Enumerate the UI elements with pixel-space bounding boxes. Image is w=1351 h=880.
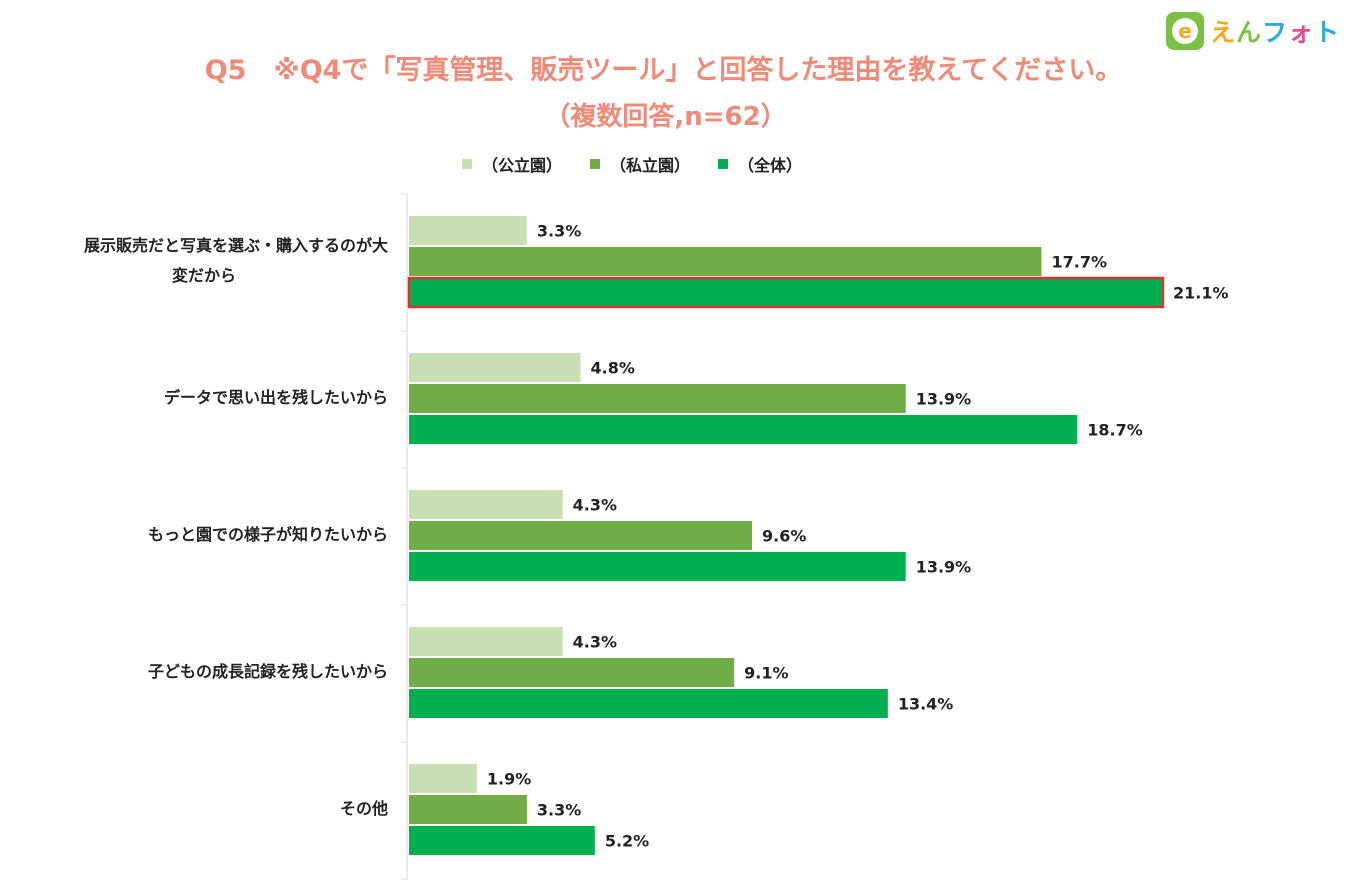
data-label: 17.7% — [1052, 253, 1108, 272]
data-label: 13.9% — [916, 558, 972, 577]
legend-swatch — [590, 159, 601, 169]
bar — [409, 627, 563, 656]
bar — [409, 764, 477, 793]
logo-letter: e — [1172, 18, 1198, 44]
legend-item: （全体） — [718, 152, 802, 176]
legend-swatch — [718, 159, 729, 169]
bar — [407, 276, 1165, 309]
bar — [409, 521, 753, 550]
brand-name-char: フ — [1262, 18, 1289, 47]
category-label: 子どもの成長記録を残したいから — [148, 662, 388, 681]
data-label: 4.3% — [573, 496, 617, 515]
bar — [409, 384, 906, 413]
logo-icon: e — [1166, 12, 1204, 50]
bar — [409, 216, 527, 245]
category-label: もっと園での様子が知りたいから — [148, 525, 388, 544]
data-label: 13.9% — [916, 390, 972, 409]
data-label: 1.9% — [487, 770, 531, 789]
brand-name-char: え — [1210, 18, 1237, 47]
brand-name-char: ォ — [1288, 18, 1315, 47]
bar — [409, 247, 1042, 276]
legend-label: （公立園） — [482, 156, 563, 175]
bar — [409, 415, 1078, 444]
bar — [409, 795, 527, 824]
bar — [409, 826, 595, 855]
legend-item: （私立園） — [590, 152, 690, 176]
data-label: 18.7% — [1087, 421, 1143, 440]
category-label: その他 — [340, 799, 388, 818]
chart-title: Q5 ※Q4で「写真管理、販売ツール」と回答した理由を教えてください。 — [204, 55, 1123, 86]
bar — [409, 658, 735, 687]
legend: （公立園） （私立園） （全体） — [462, 152, 830, 176]
category-label: 変だから — [172, 266, 236, 285]
data-label: 21.1% — [1173, 284, 1229, 303]
chart-subtitle: （複数回答,n=62） — [544, 102, 787, 132]
data-label: 13.4% — [898, 695, 954, 714]
data-label: 4.3% — [573, 633, 617, 652]
category-label: 展示販売だと写真を選ぶ・購入するのが大 — [84, 236, 388, 255]
data-label: 5.2% — [605, 832, 649, 851]
legend-swatch — [462, 159, 472, 169]
bar — [409, 689, 888, 718]
brand-name-char: ト — [1314, 18, 1341, 47]
brand-logo: e えんフォト — [1166, 10, 1340, 52]
category-label: データで思い出を残したいから — [164, 388, 388, 407]
legend-item: （公立園） — [462, 152, 562, 176]
data-label: 3.3% — [537, 222, 581, 241]
brand-name-char: ん — [1236, 18, 1263, 47]
data-label: 9.6% — [762, 527, 806, 546]
data-label: 3.3% — [537, 801, 581, 820]
brand-name: えんフォト — [1210, 13, 1340, 49]
bar — [409, 552, 906, 581]
legend-label: （全体） — [738, 156, 803, 175]
bar — [409, 353, 581, 382]
data-label: 4.8% — [591, 359, 635, 378]
data-label: 9.1% — [744, 664, 788, 683]
legend-label: （私立園） — [610, 156, 691, 175]
bar — [409, 490, 563, 519]
